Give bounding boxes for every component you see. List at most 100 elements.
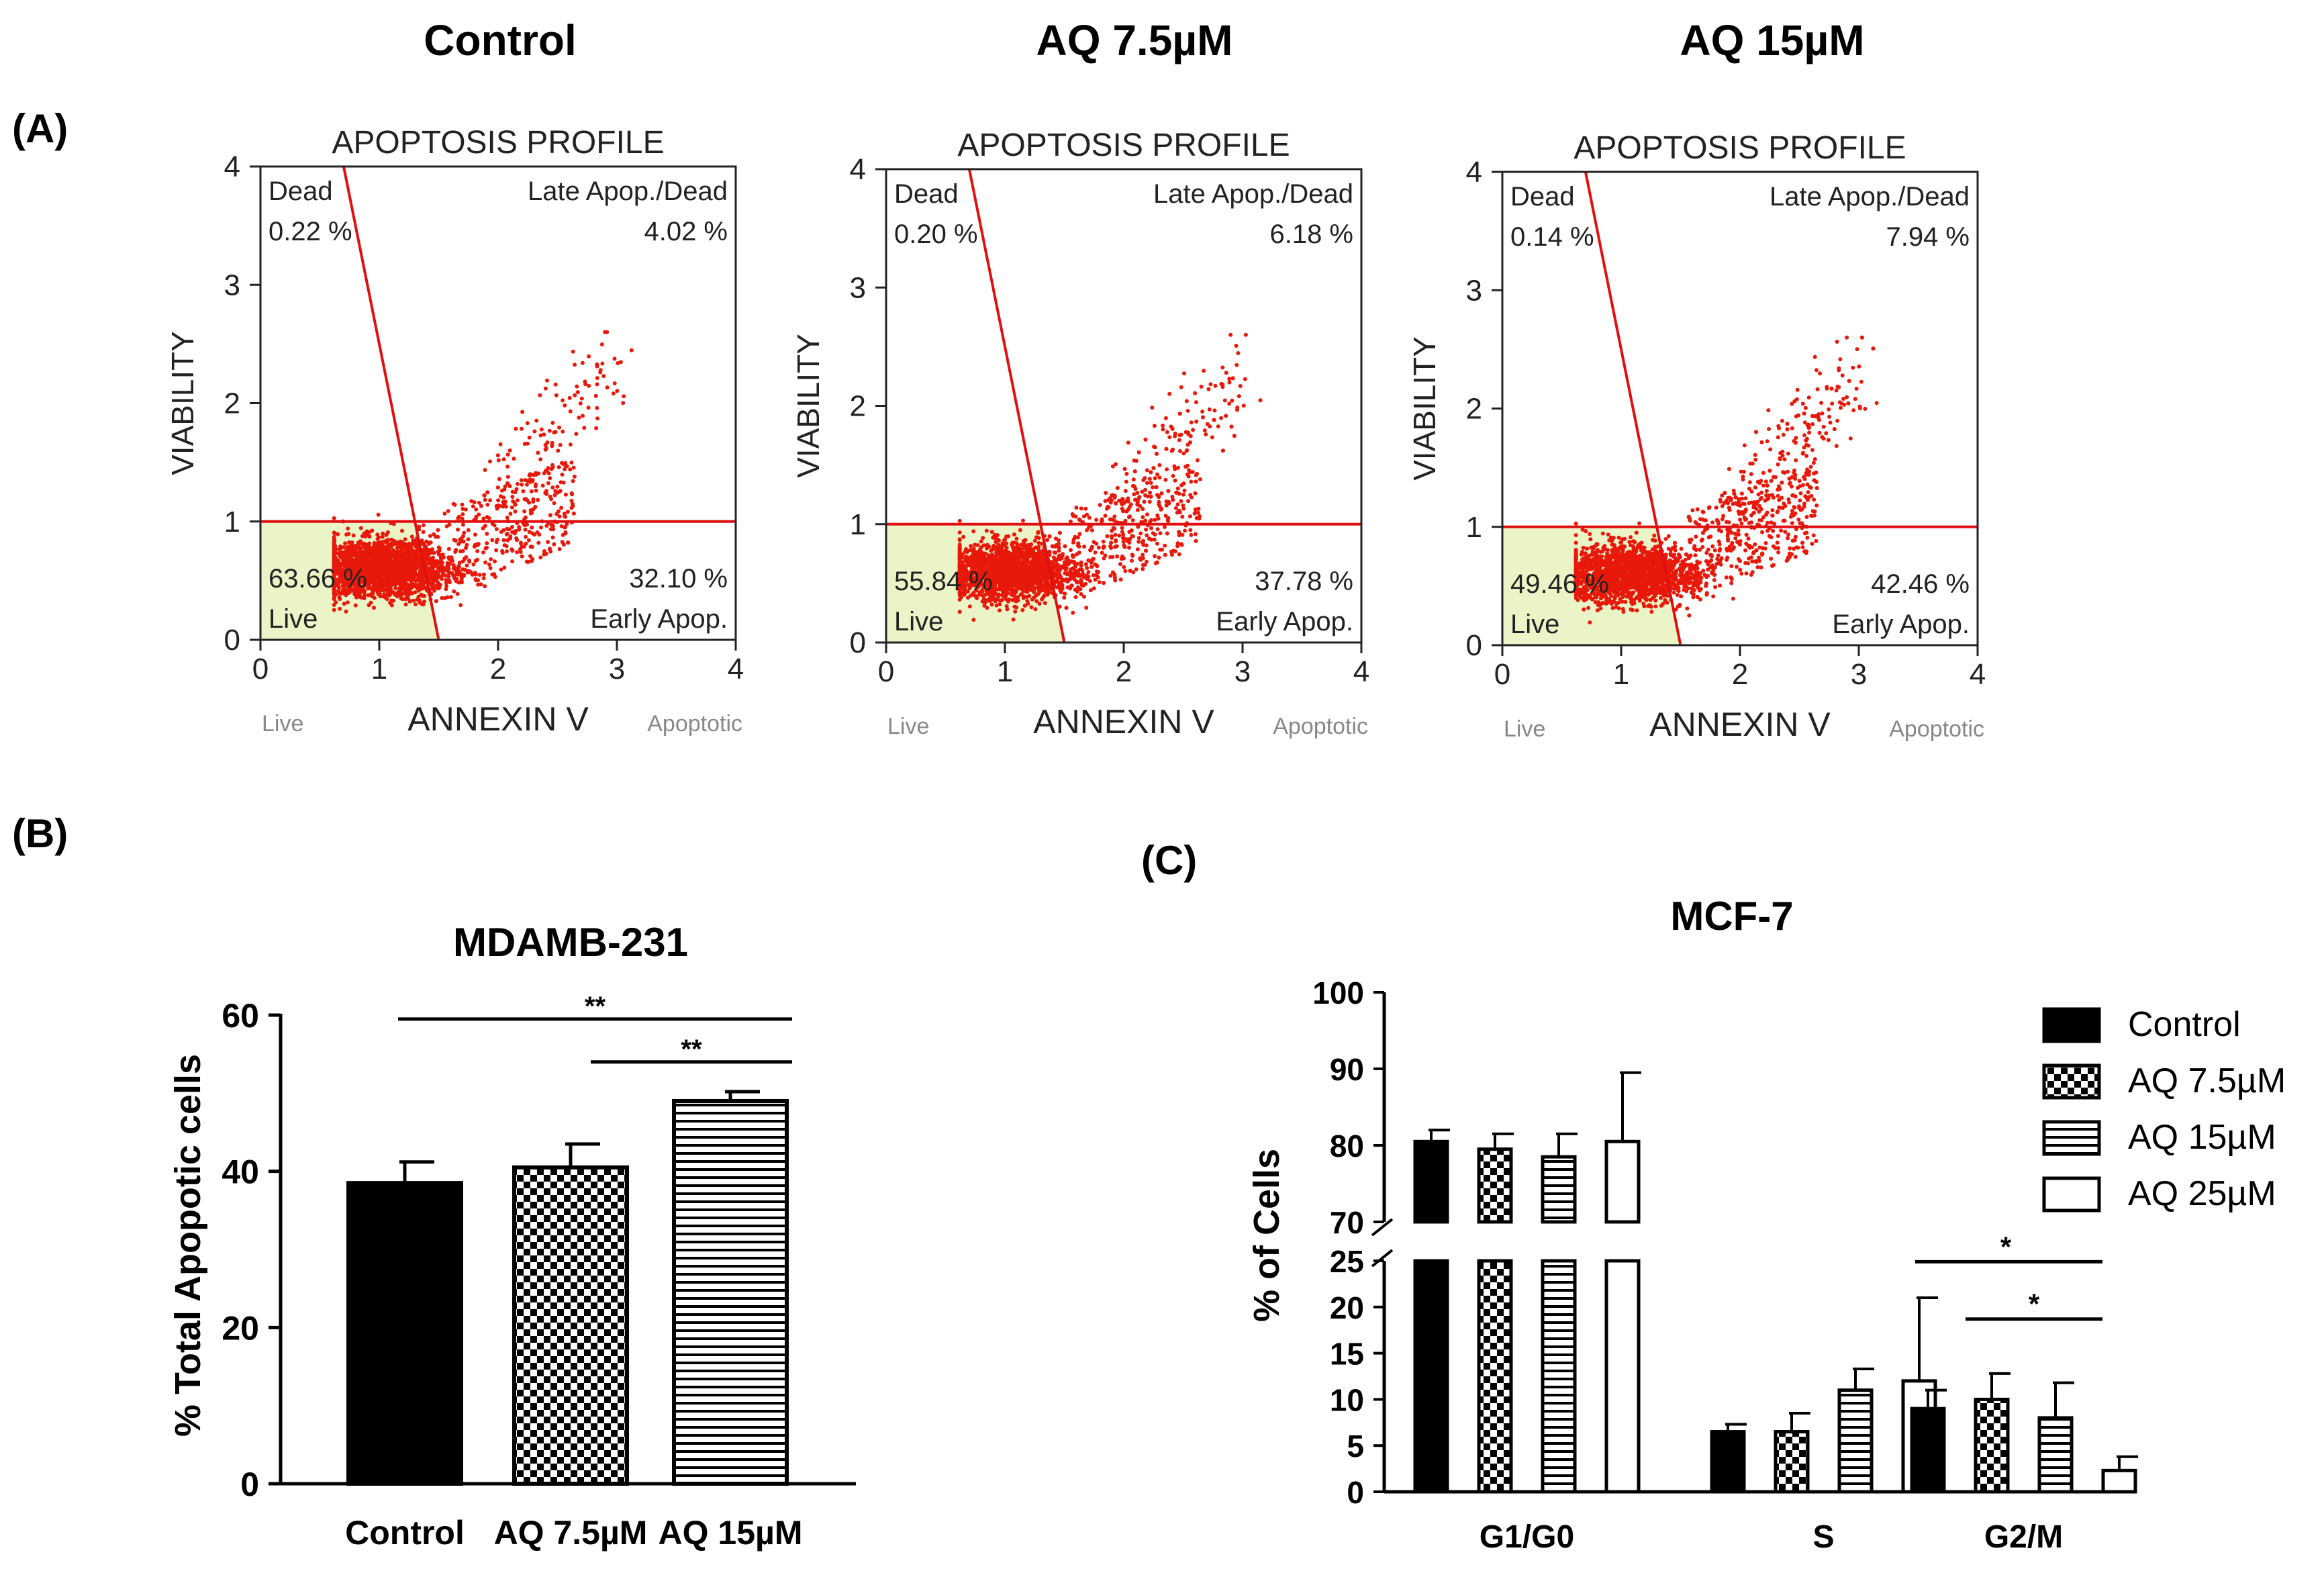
event-dot <box>565 522 569 526</box>
event-dot <box>1081 514 1086 519</box>
event-dot <box>1120 526 1124 530</box>
event-dot <box>577 416 581 420</box>
event-dot <box>548 513 552 518</box>
event-dot <box>550 444 554 448</box>
event-dot <box>957 530 962 535</box>
event-dot <box>377 555 381 559</box>
event-dot <box>1084 573 1089 578</box>
event-dot <box>1081 594 1086 599</box>
event-dot <box>535 530 540 534</box>
event-dot <box>420 602 424 607</box>
event-dot <box>1081 583 1085 588</box>
event-dot <box>539 427 544 432</box>
event-dot <box>400 564 404 569</box>
event-dot <box>410 575 415 579</box>
event-dot <box>429 583 434 587</box>
event-dot <box>345 600 350 605</box>
event-dot <box>395 549 400 554</box>
event-dot <box>587 383 591 388</box>
event-dot <box>1219 416 1224 420</box>
event-dot <box>332 608 336 612</box>
event-dot <box>411 598 416 603</box>
event-dot <box>1086 570 1091 575</box>
event-dot <box>1173 467 1177 471</box>
event-dot <box>483 546 488 551</box>
event-dot <box>381 588 386 593</box>
event-dot <box>568 442 573 447</box>
event-dot <box>460 502 465 507</box>
event-dot <box>1207 407 1212 412</box>
event-dot <box>549 497 553 502</box>
event-dot <box>1063 591 1067 596</box>
event-dot <box>1182 371 1186 376</box>
event-dot <box>421 581 426 586</box>
event-dot <box>473 532 477 537</box>
event-dot <box>1098 503 1102 508</box>
event-dot <box>1147 536 1151 541</box>
event-dot <box>578 401 583 406</box>
event-dot <box>547 428 552 433</box>
event-dot <box>493 559 497 564</box>
event-dot <box>1236 351 1241 355</box>
event-dot <box>1194 400 1198 405</box>
event-dot <box>461 512 465 516</box>
flow-title: APOPTOSIS PROFILE <box>332 125 664 160</box>
event-dot <box>520 554 524 559</box>
event-dot <box>481 550 485 555</box>
event-dot <box>1179 499 1183 504</box>
event-dot <box>375 576 380 581</box>
event-dot <box>1036 540 1041 545</box>
event-dot <box>469 570 473 575</box>
event-dot <box>1130 534 1135 538</box>
event-dot <box>1175 486 1180 491</box>
event-dot <box>559 524 564 528</box>
apoptosis-profile-control: APOPTOSIS PROFILE VIABILITY ANNEXIN V Li… <box>165 125 744 738</box>
event-dot <box>373 556 377 561</box>
event-dot <box>1189 420 1194 425</box>
event-dot <box>1123 518 1128 523</box>
event-dot <box>1227 401 1232 406</box>
event-dot <box>538 393 542 397</box>
event-dot <box>405 576 410 581</box>
event-dot <box>545 440 550 444</box>
event-dot <box>971 618 976 622</box>
event-dot <box>525 482 529 487</box>
event-dot <box>492 523 497 528</box>
event-dot <box>385 589 390 594</box>
event-dot <box>338 552 342 557</box>
event-dot <box>556 448 561 453</box>
event-dot <box>1158 531 1163 536</box>
event-dot <box>501 495 506 500</box>
event-dot <box>562 512 567 516</box>
event-dot <box>1153 476 1157 481</box>
event-dot <box>381 531 385 536</box>
event-dot <box>1167 499 1171 504</box>
event-dot <box>1143 476 1147 481</box>
event-dot <box>494 540 499 544</box>
event-dot <box>612 381 617 385</box>
event-dot <box>1131 477 1136 482</box>
event-dot <box>497 477 501 481</box>
event-dot <box>481 526 485 530</box>
event-dot <box>1227 377 1232 381</box>
event-dot <box>527 530 532 534</box>
event-dot <box>449 595 453 600</box>
event-dot <box>453 550 458 554</box>
event-dot <box>1023 538 1028 542</box>
event-dot <box>1191 428 1196 432</box>
heading-aq-7-5: AQ 7.5µM <box>1036 16 1233 64</box>
event-dot <box>557 514 562 519</box>
event-dot <box>586 406 591 410</box>
event-dot <box>1110 555 1115 559</box>
event-dot <box>450 571 454 575</box>
event-dot <box>550 463 554 467</box>
event-dot <box>1135 547 1140 552</box>
event-dot <box>599 342 604 346</box>
event-dot <box>501 503 505 508</box>
event-dot <box>605 330 610 334</box>
event-dot <box>379 540 384 544</box>
event-dot <box>361 580 366 585</box>
event-dot <box>1103 553 1108 558</box>
event-dot <box>1227 380 1232 385</box>
event-dot <box>406 553 411 557</box>
